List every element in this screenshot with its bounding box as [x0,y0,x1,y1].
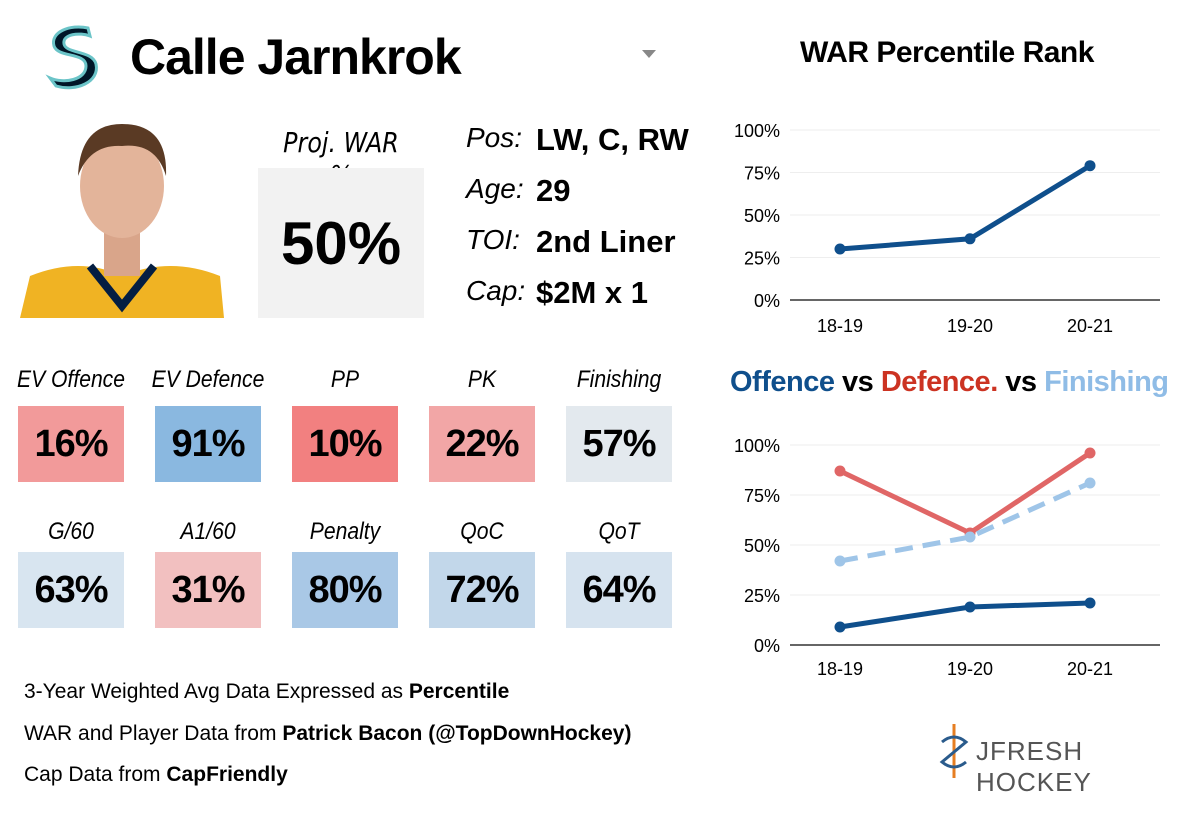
brand-name: JFRESH HOCKEY [976,736,1092,797]
tile-value: 72% [429,552,535,628]
x-tick-label: 20-21 [1067,316,1113,336]
info-row-1: Age: 29 [466,173,570,209]
tile-label: QoT [598,518,640,545]
tile-value: 91% [155,406,261,482]
x-tick-label: 18-19 [817,659,863,679]
tile-value: 64% [566,552,672,628]
team-logo [45,25,98,90]
tile-label: QoC [460,518,504,545]
tile-value: 16% [18,406,124,482]
y-tick-label: 0% [754,291,780,311]
data-point [1084,447,1096,459]
data-point [1084,597,1096,609]
data-point [834,465,846,477]
info-row-3: Cap: $2M x 1 [466,275,648,311]
tile-value: 57% [566,406,672,482]
x-tick-label: 18-19 [817,316,863,336]
war-chart: 0% 25% 50% 75% 100% 18-19 19-20 20-21 [734,121,1160,336]
ovd-chart-title: Offence vs Defence. vs Finishing [730,366,1169,398]
info-value: $2M x 1 [536,275,649,310]
y-tick-label: 50% [744,206,780,226]
series-line-0 [839,163,1092,252]
tile-label: A1/60 [180,518,236,545]
data-point [964,233,976,245]
data-point [964,531,976,543]
y-tick-label: 75% [744,164,780,184]
data-point [834,243,846,255]
data-point [1084,477,1096,489]
series-line-Defence. [838,450,1092,536]
info-value: 2nd Liner [536,224,676,259]
tile-label: PP [330,366,360,393]
info-row-2: TOI: 2nd Liner [466,224,676,260]
data-point [1084,160,1096,172]
data-point [834,555,846,567]
tile-label: Finishing [576,366,662,393]
war-chart-title: WAR Percentile Rank [800,36,1094,69]
tile-label: PK [467,366,497,393]
footer-line-2: WAR and Player Data from Patrick Bacon (… [24,722,632,745]
info-key: Age: [466,173,524,204]
info-key: Cap: [466,275,526,306]
info-value: 29 [536,173,571,208]
player-dropdown-caret-icon[interactable] [642,50,656,58]
data-point [964,601,976,613]
tile-label: EV Offence [16,366,125,393]
tile-value: 10% [292,406,398,482]
info-value: LW, C, RW [536,122,689,157]
player-headshot [20,116,224,318]
y-tick-label: 50% [744,536,780,556]
tile-value: 63% [18,552,124,628]
series-line-Finishing [839,480,1092,564]
ovd-chart: 0% 25% 50% 75% 100% 18-19 19-20 20-21 [734,436,1160,679]
y-tick-label: 25% [744,586,780,606]
footer-line-1: 3-Year Weighted Avg Data Expressed as Pe… [24,680,510,703]
info-key: TOI: [466,224,520,255]
proj-war-value: 50% [258,168,424,318]
footer-line-3: Cap Data from CapFriendly [24,763,288,786]
brand-logo-icon [939,724,969,778]
y-tick-label: 25% [744,249,780,269]
tile-value: 31% [155,552,261,628]
tile-value: 22% [429,406,535,482]
tile-value: 80% [292,552,398,628]
y-tick-label: 75% [744,486,780,506]
tile-label: Penalty [309,518,381,545]
y-tick-label: 0% [754,636,780,656]
info-key: Pos: [466,122,523,153]
y-tick-label: 100% [734,436,780,456]
y-tick-label: 100% [734,121,780,141]
tile-label: G/60 [48,518,94,545]
data-point [834,621,846,633]
tile-label: EV Defence [151,366,265,393]
info-row-0: Pos: LW, C, RW [466,122,689,158]
x-tick-label: 20-21 [1067,659,1113,679]
x-tick-label: 19-20 [947,659,993,679]
x-tick-label: 19-20 [947,316,993,336]
player-name: Calle Jarnkrok [130,29,462,85]
